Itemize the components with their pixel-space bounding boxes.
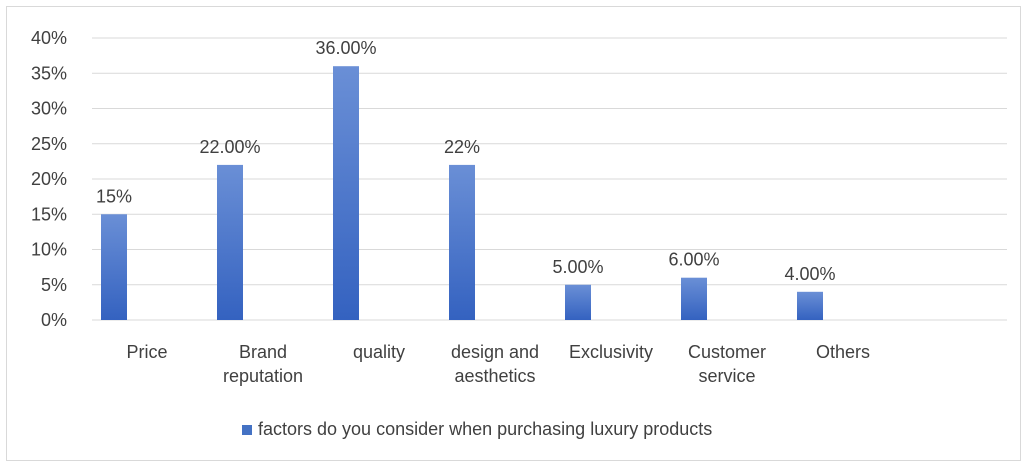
- bar: [449, 164, 475, 320]
- y-tick-label: 0%: [41, 310, 67, 330]
- category-label: Price: [126, 342, 167, 362]
- y-tick-label: 5%: [41, 275, 67, 295]
- bar: [565, 284, 591, 320]
- data-label: 15%: [96, 186, 132, 206]
- y-tick-label: 25%: [31, 134, 67, 154]
- data-label: 5.00%: [552, 257, 603, 277]
- x-axis-category-labels: Price Brand reputation quality design and aes…: [126, 342, 870, 386]
- legend: factors do you consider when purchasing …: [242, 419, 712, 439]
- chart-frame: 0% 5% 10% 15% 20% 25% 30% 35% 40% 15% 22.00% 36.00…: [6, 6, 1021, 461]
- y-tick-label: 30%: [31, 99, 67, 119]
- category-label: service: [698, 366, 755, 386]
- data-label: 6.00%: [668, 250, 719, 270]
- bar: [333, 66, 359, 320]
- category-label: design and: [451, 342, 539, 362]
- category-label: Brand: [239, 342, 287, 362]
- bar: [681, 277, 707, 320]
- y-tick-label: 35%: [31, 63, 67, 83]
- bar: [101, 214, 127, 320]
- category-label: quality: [353, 342, 405, 362]
- y-tick-label: 10%: [31, 240, 67, 260]
- bar: [217, 164, 243, 320]
- category-label: reputation: [223, 366, 303, 386]
- data-label: 22.00%: [199, 137, 260, 157]
- bars: [101, 66, 823, 320]
- y-tick-label: 20%: [31, 169, 67, 189]
- category-label: aesthetics: [454, 366, 535, 386]
- y-tick-label: 15%: [31, 204, 67, 224]
- legend-marker: [242, 425, 252, 435]
- y-tick-label: 40%: [31, 28, 67, 48]
- data-labels: 15% 22.00% 36.00% 22% 5.00% 6.00% 4.00%: [96, 38, 836, 284]
- data-label: 4.00%: [784, 264, 835, 284]
- gridlines: [92, 37, 1007, 321]
- bar-chart: 0% 5% 10% 15% 20% 25% 30% 35% 40% 15% 22.00% 36.00…: [31, 28, 1007, 439]
- bar: [797, 291, 823, 320]
- category-label: Customer: [688, 342, 766, 362]
- category-label: Others: [816, 342, 870, 362]
- category-label: Exclusivity: [569, 342, 653, 362]
- data-label: 36.00%: [315, 38, 376, 58]
- y-axis-tick-labels: 0% 5% 10% 15% 20% 25% 30% 35% 40%: [31, 28, 67, 330]
- data-label: 22%: [444, 137, 480, 157]
- legend-label: factors do you consider when purchasing …: [258, 419, 712, 439]
